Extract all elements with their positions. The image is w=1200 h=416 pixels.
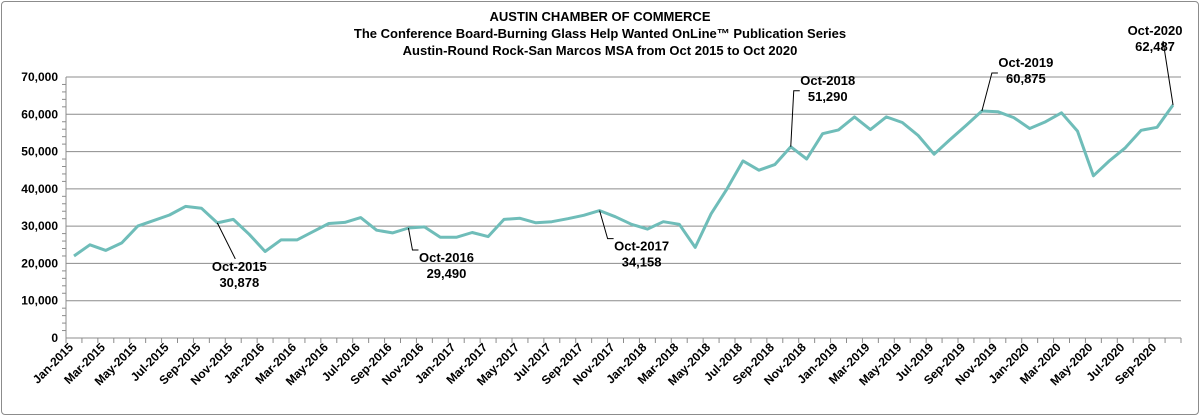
y-tick-label: 50,000	[21, 145, 58, 159]
annotation-leader-line	[790, 90, 800, 147]
annotation-leader-line	[216, 222, 236, 260]
annotation-leader-line	[981, 72, 998, 112]
annotation-value: 30,878	[219, 275, 259, 290]
annotation-leader-line	[599, 210, 614, 240]
series-line	[73, 104, 1175, 258]
y-tick-label: 40,000	[21, 182, 58, 196]
annotation-date: Oct-2017	[614, 239, 669, 254]
chart-title-line-2: The Conference Board-Burning Glass Help …	[354, 26, 846, 41]
annotation-value: 62,487	[1135, 39, 1175, 54]
y-tick-label: 70,000	[21, 70, 58, 84]
annotation-date: Oct-2015	[212, 259, 267, 274]
annotation-leader-line	[1162, 40, 1174, 106]
annotation-value: 29,490	[427, 266, 467, 281]
annotation-date: Oct-2018	[800, 73, 855, 88]
chart-title-line-3: Austin-Round Rock-San Marcos MSA from Oc…	[403, 43, 798, 58]
annotation-date: Oct-2019	[998, 55, 1053, 70]
annotation-value: 60,875	[1006, 71, 1046, 86]
annotation-date: Oct-2020	[1128, 23, 1183, 38]
y-tick-label: 20,000	[21, 256, 58, 270]
y-tick-label: 30,000	[21, 219, 58, 233]
y-tick-label: 0	[51, 331, 58, 345]
chart-title-line-1: AUSTIN CHAMBER OF COMMERCE	[490, 9, 711, 24]
y-tick-label: 60,000	[21, 107, 58, 121]
annotation-leader-line	[407, 227, 419, 251]
annotation-value: 34,158	[622, 255, 662, 270]
annotation-value: 51,290	[808, 89, 848, 104]
annotation-date: Oct-2016	[419, 250, 474, 265]
y-tick-label: 10,000	[21, 294, 58, 308]
